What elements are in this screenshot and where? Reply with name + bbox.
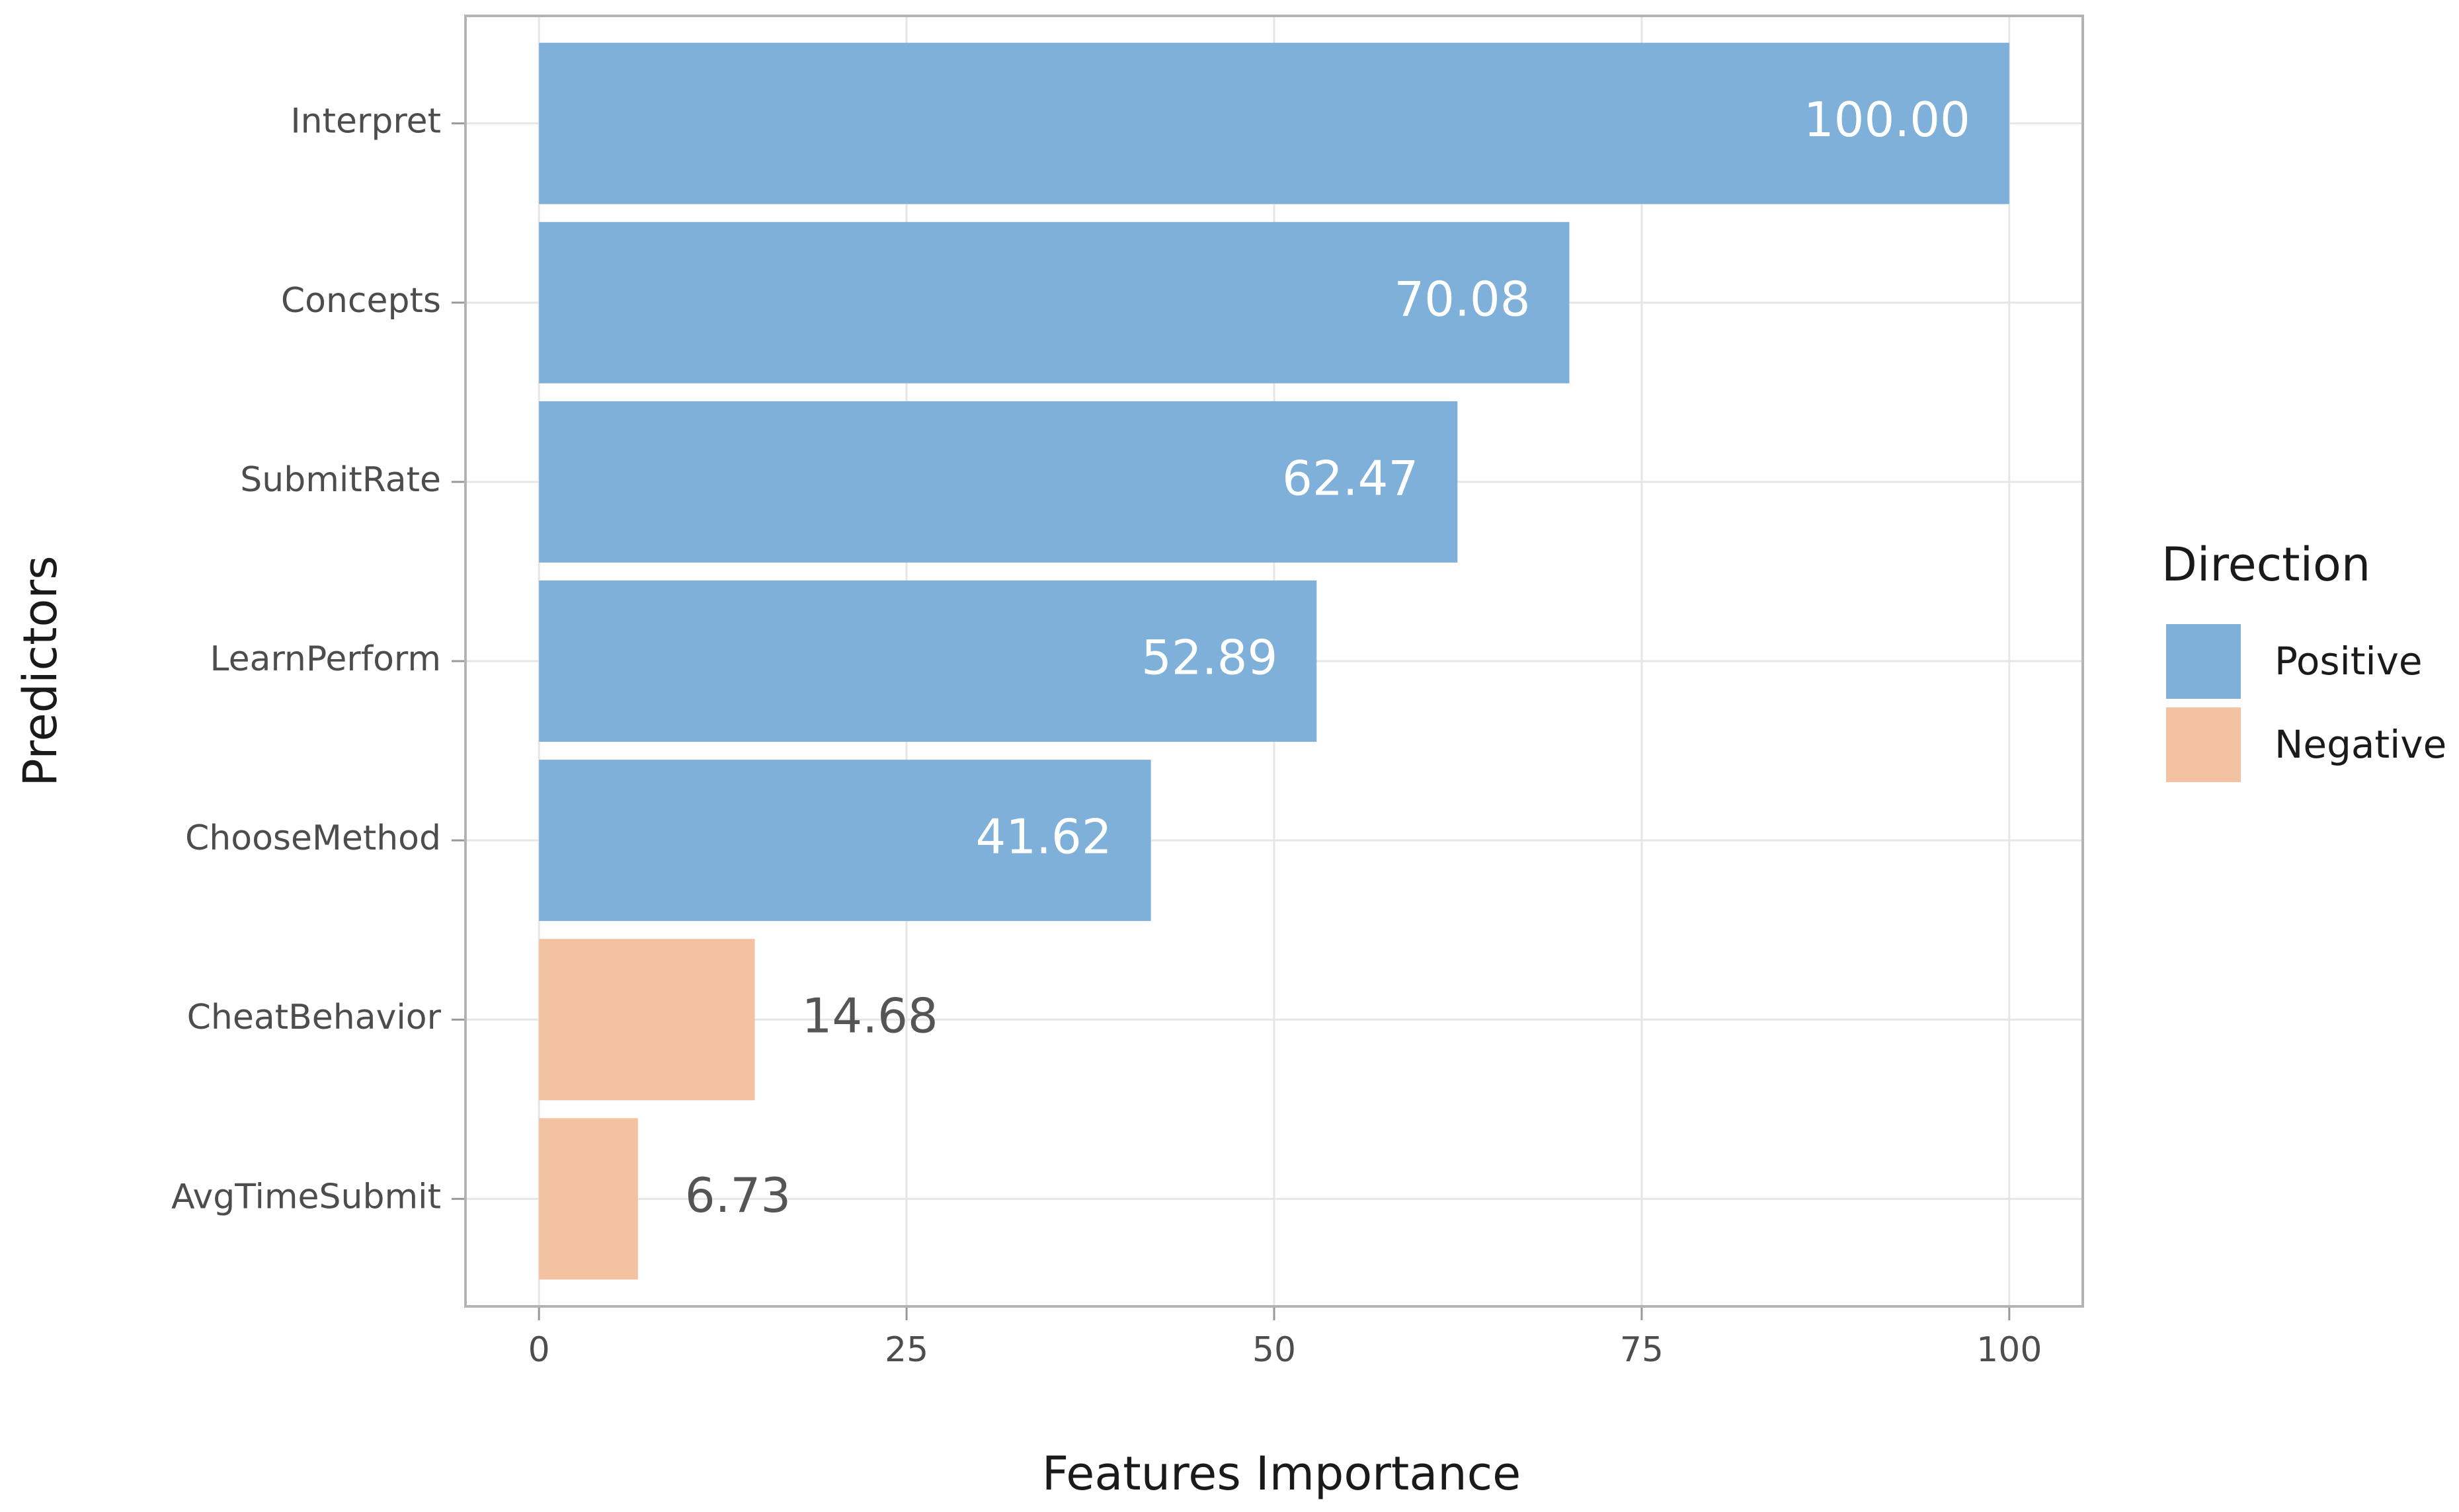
bar <box>539 939 755 1101</box>
y-tick-label: CheatBehavior <box>187 998 442 1037</box>
panel-border <box>464 15 2084 1308</box>
legend-key <box>2166 624 2241 699</box>
x-tick-label: 25 <box>885 1330 928 1370</box>
bar <box>539 760 1151 922</box>
value-label: 70.08 <box>1394 271 1530 327</box>
legend-key <box>2166 707 2241 782</box>
x-tick-label: 75 <box>1620 1330 1664 1370</box>
legend-label: Positive <box>2275 639 2423 684</box>
x-axis-title: Features Importance <box>1042 1447 1521 1501</box>
bar <box>539 401 1458 563</box>
y-tick-label: ChooseMethod <box>185 818 441 858</box>
x-tick-label: 50 <box>1252 1330 1296 1370</box>
y-tick-label: Concepts <box>281 281 441 321</box>
value-label: 52.89 <box>1141 630 1277 686</box>
y-tick-label: SubmitRate <box>240 460 441 500</box>
y-tick-label: AvgTimeSubmit <box>171 1177 441 1216</box>
bar <box>539 221 1570 383</box>
legend-label: Negative <box>2275 722 2446 767</box>
value-label: 6.73 <box>685 1168 791 1223</box>
x-tick-label: 0 <box>528 1330 550 1370</box>
legend-title: Direction <box>2161 537 2370 592</box>
value-label: 14.68 <box>802 988 938 1044</box>
x-tick-label: 100 <box>1976 1330 2042 1370</box>
value-label: 100.00 <box>1804 92 1970 147</box>
y-tick-label: LearnPerform <box>210 639 441 679</box>
value-label: 41.62 <box>976 809 1112 865</box>
y-tick-label: Interpret <box>290 102 441 141</box>
y-axis-title: Predictors <box>13 555 67 786</box>
bar <box>539 1118 638 1280</box>
value-label: 62.47 <box>1282 450 1418 506</box>
bar <box>539 580 1317 742</box>
bar <box>539 42 2009 204</box>
